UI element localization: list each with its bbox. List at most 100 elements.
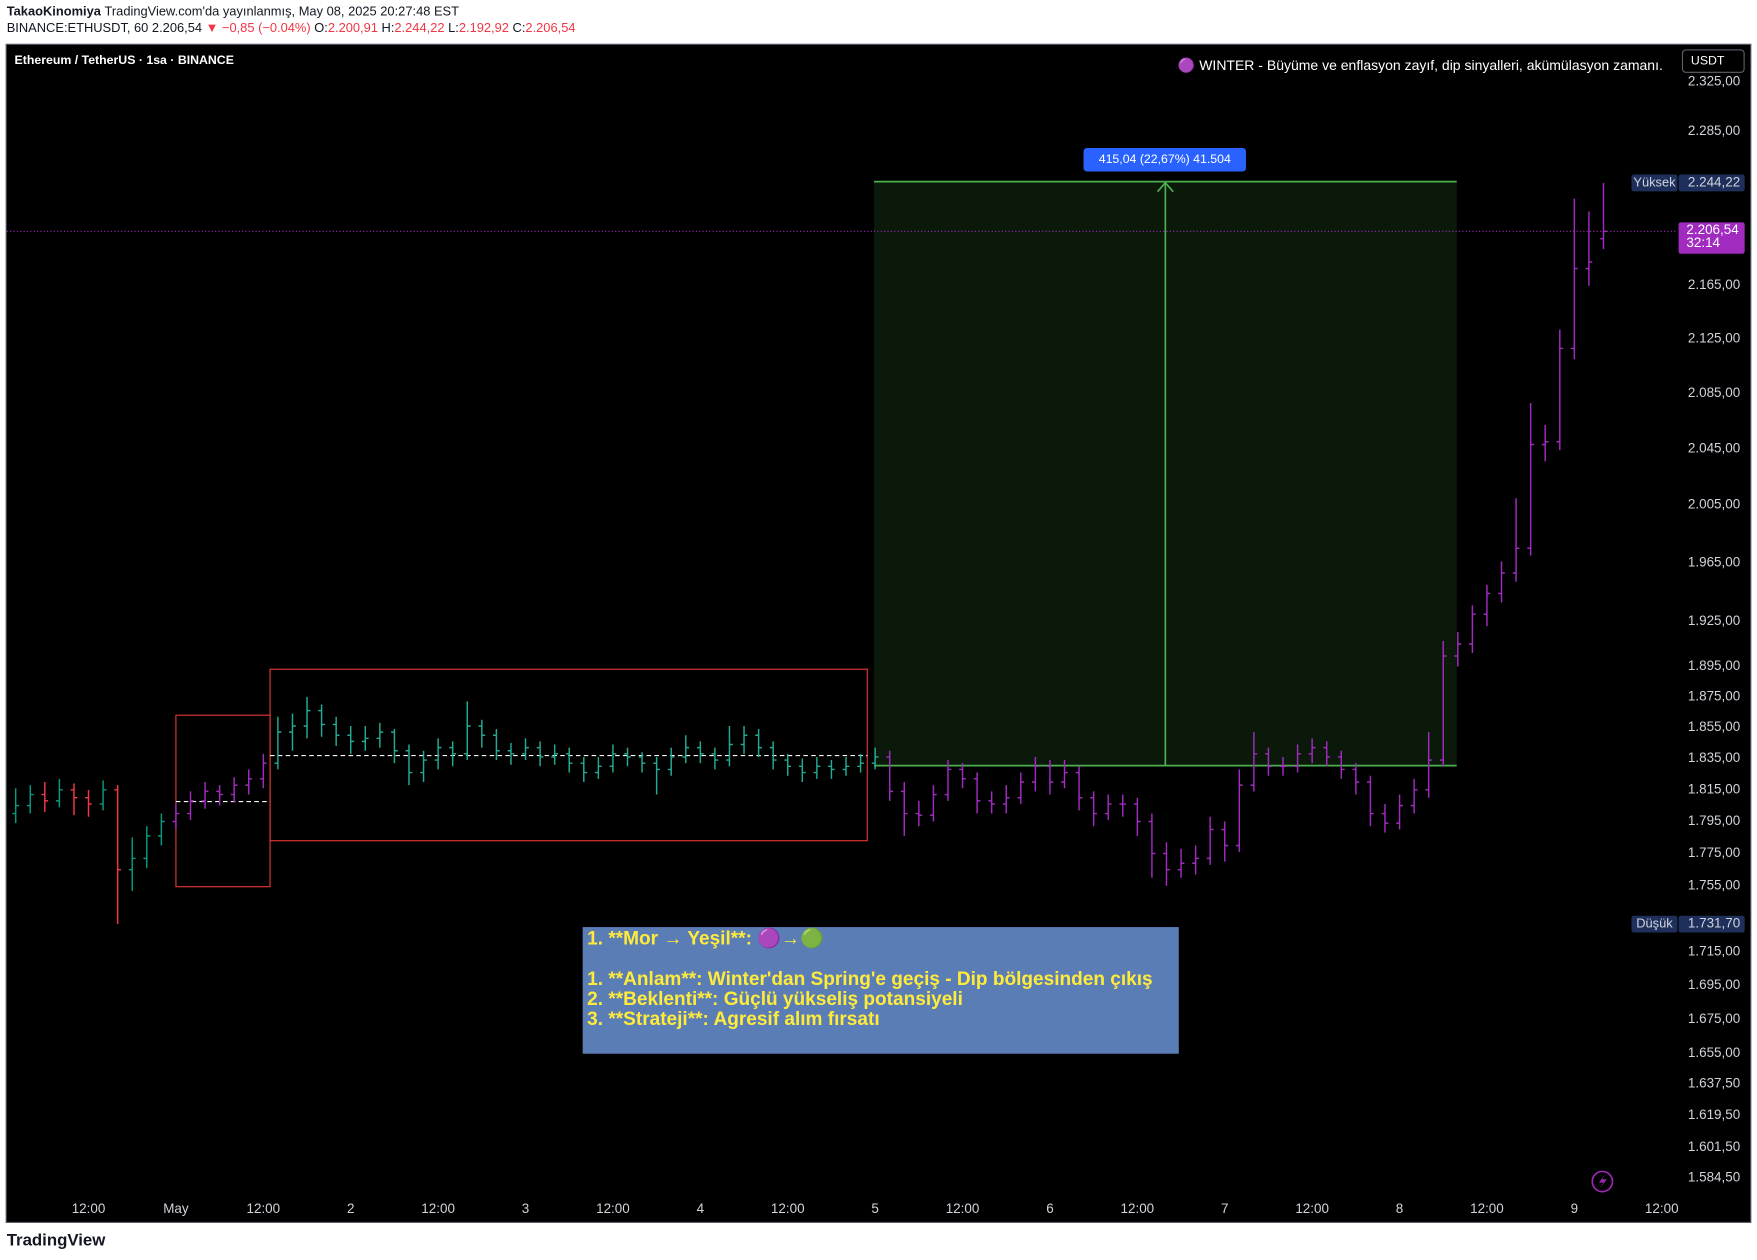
ohlc-bar [1498, 561, 1505, 603]
ohlc-bar [1352, 763, 1360, 795]
x-tick-label: 12:00 [247, 1201, 281, 1216]
alert-icon[interactable] [1591, 1170, 1614, 1193]
x-tick-label: 8 [1396, 1201, 1403, 1216]
ohlc-bar [216, 785, 223, 806]
ohlc-bar [478, 719, 486, 748]
ohlc-bar [1017, 772, 1025, 805]
ohlc-bar [70, 783, 78, 816]
ohlc-bar [1061, 760, 1068, 789]
currency[interactable]: USDT [1691, 53, 1725, 67]
ohlc-bar [1250, 732, 1258, 792]
y-tick-label: 1.675,00 [1688, 1011, 1740, 1026]
ohlc-bar [1090, 791, 1098, 827]
marker-value: 2.244,22 [1688, 175, 1740, 190]
ohlc-bar [1002, 785, 1010, 814]
bars [6, 182, 1678, 925]
ohlc-bar [1294, 744, 1301, 773]
ohlc-bar [41, 781, 49, 812]
marker-value: 1.731,70 [1688, 916, 1740, 931]
l-value: 2.192,92 [459, 21, 509, 36]
position-label: 415,04 (22,67%) 41.504 [1099, 152, 1231, 166]
ohlc-bar [99, 780, 107, 811]
footer-logo: TradingView [7, 1230, 107, 1249]
y-tick-label: 1.755,00 [1688, 877, 1740, 892]
ohlc-bar [1323, 741, 1331, 767]
y-tick-label: 2.325,00 [1688, 73, 1740, 88]
countdown: 32:14 [1686, 235, 1720, 250]
ohlc-bar [1381, 804, 1389, 833]
ohlc-bar [332, 716, 340, 747]
position-label-box [1083, 147, 1247, 172]
legend-note: 🟣 WINTER - Büyüme ve enflasyon zayıf, di… [1178, 57, 1663, 74]
ohlc-bar [1032, 756, 1039, 792]
ohlc-bar [1512, 498, 1520, 582]
last-price-label: 2.206,54 [1686, 222, 1739, 237]
ohlc-bar [1570, 198, 1578, 360]
ohlc-bar [114, 785, 122, 925]
ohlc-bar [1163, 842, 1170, 886]
ohlc-bar [26, 785, 34, 814]
ohlc-bar [900, 781, 908, 836]
x-tick-label: 9 [1571, 1201, 1578, 1216]
y-tick-label: 2.045,00 [1688, 440, 1740, 455]
ohlc-bar [1527, 402, 1535, 556]
ohlc-bar [682, 735, 690, 764]
ohlc-bar [1177, 848, 1185, 878]
x-tick-label: 12:00 [1470, 1201, 1504, 1216]
ohlc-bar [871, 747, 879, 770]
last: 2.206,54 [152, 21, 202, 36]
ohlc-bar [988, 791, 996, 814]
published: TradingView.com'da yayınlanmış, May 08, … [104, 4, 459, 19]
x-tick-label: 12:00 [946, 1201, 980, 1216]
marker-value-box [1678, 174, 1745, 192]
ohlc-bar [361, 725, 369, 751]
marker-name-box [1631, 174, 1678, 192]
y-tick-label: 2.285,00 [1688, 123, 1740, 138]
ohlc-bar [769, 741, 777, 770]
ohlc-bar [595, 756, 602, 779]
ohlc-bar [755, 729, 762, 757]
ohlc-bar [1396, 794, 1403, 830]
ohlc-bar [318, 704, 325, 737]
ohlc-bar [536, 741, 544, 767]
y-tick-label: 1.619,50 [1688, 1107, 1740, 1122]
ohlc-bar [944, 760, 952, 801]
ohlc-bar [842, 756, 850, 776]
ohlc-bar [187, 791, 194, 820]
ohlc-bar [259, 753, 267, 789]
ohlc-bar [1367, 775, 1374, 827]
ohlc-bar [1148, 813, 1156, 878]
c-value: 2.206,54 [525, 21, 575, 36]
y-tick-label: 1.815,00 [1688, 781, 1740, 796]
ohlc-bar [653, 756, 660, 795]
ohlc-bar [1133, 797, 1141, 836]
ohlc-bar [798, 758, 806, 782]
x-tick-label: 2 [347, 1201, 354, 1216]
alert-bolt [1599, 1174, 1607, 1189]
ohlc-bar [740, 725, 748, 754]
text-box [582, 927, 1179, 1054]
text-box-line: 1. **Anlam**: Winter'dan Spring'e geçiş … [587, 969, 1152, 990]
ohlc-bar [245, 769, 253, 795]
ohlc-bar [930, 785, 937, 822]
marker-name: Düşük [1636, 916, 1673, 931]
x-tick-label: 12:00 [72, 1201, 106, 1216]
ohlc-bar [289, 713, 296, 751]
ohlc-bar [405, 744, 413, 786]
currency-button[interactable] [1681, 49, 1745, 73]
ohlc-bar [1265, 747, 1272, 776]
text-box-line: 3. **Strateji**: Agresif alım fırsatı [587, 1009, 879, 1030]
ohlc-bar [274, 716, 282, 770]
h-label: H: [382, 21, 395, 36]
ohlc-bar [1075, 766, 1083, 811]
ohlc-bar [784, 753, 792, 776]
ohlc-bar [128, 837, 136, 891]
ohlc-bar [449, 741, 457, 767]
ohlc-bar [828, 760, 835, 779]
x-tick-label: 12:00 [596, 1201, 630, 1216]
author: TakaoKinomiya [7, 4, 102, 19]
ohlc-bar [157, 813, 165, 846]
y-tick-label: 1.775,00 [1688, 845, 1740, 860]
